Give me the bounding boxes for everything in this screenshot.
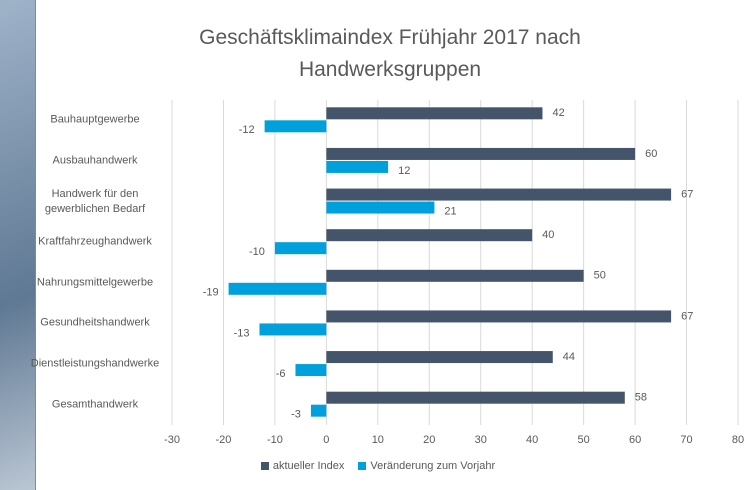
bar xyxy=(275,242,326,254)
category-label: Nahrungsmittelgewerbe xyxy=(37,275,153,290)
legend-label: aktueller Index xyxy=(273,460,345,472)
value-label: 67 xyxy=(681,310,693,322)
legend-swatch xyxy=(261,462,269,470)
category-label: Handwerk für den gewerblichen Bedarf xyxy=(45,187,145,217)
x-tick-label: 10 xyxy=(372,434,384,446)
legend-item: aktueller Index xyxy=(261,460,345,472)
bar xyxy=(311,405,326,417)
x-tick-label: 20 xyxy=(423,434,435,446)
x-tick-label: -30 xyxy=(164,434,180,446)
x-tick-label: 60 xyxy=(629,434,641,446)
value-label: 40 xyxy=(542,229,554,241)
bar xyxy=(326,310,671,322)
value-label: -12 xyxy=(239,124,255,136)
value-label: 44 xyxy=(563,351,575,363)
legend-swatch xyxy=(358,462,366,470)
value-label: -3 xyxy=(291,409,301,421)
category-label: Kraftfahrzeughandwerk xyxy=(38,235,152,250)
category-label: Gesundheitshandwerk xyxy=(40,316,149,331)
bar xyxy=(326,229,532,241)
x-tick-label: 70 xyxy=(680,434,692,446)
value-label: 21 xyxy=(444,205,456,217)
bar xyxy=(326,392,624,404)
bar xyxy=(229,283,327,295)
value-label: 60 xyxy=(645,148,657,160)
value-label: 42 xyxy=(552,107,564,119)
bar xyxy=(326,161,388,173)
x-tick-label: 40 xyxy=(526,434,538,446)
value-label: -10 xyxy=(249,246,265,258)
category-label: Gesamthandwerk xyxy=(52,397,138,412)
screen: -30 -20 -10 0 10 20 30 40 50 60 70 80 42 -12 60 12 67 21 4… xyxy=(0,0,756,490)
bar xyxy=(295,364,326,376)
legend: aktueller Index Veränderung zum Vorjahr xyxy=(0,460,756,472)
x-tick-label: -20 xyxy=(216,434,232,446)
value-label: -13 xyxy=(234,327,250,339)
category-label: Dienstleistungshandwerke xyxy=(31,357,159,372)
bar xyxy=(326,189,671,201)
bar xyxy=(326,270,583,282)
x-tick-label: 30 xyxy=(475,434,487,446)
category-label: Ausbauhandwerk xyxy=(52,153,137,168)
x-tick-label: 50 xyxy=(578,434,590,446)
bar xyxy=(326,107,542,119)
bar xyxy=(326,202,434,214)
x-tick-label: 0 xyxy=(323,434,329,446)
bar xyxy=(259,323,326,335)
legend-label: Veränderung zum Vorjahr xyxy=(370,460,495,472)
bar xyxy=(326,351,552,363)
chart-title: Geschäftsklimaindex Frühjahr 2017 nach H… xyxy=(160,22,620,86)
value-label: 50 xyxy=(594,270,606,282)
bar xyxy=(326,148,635,160)
x-tick-label: -10 xyxy=(267,434,283,446)
value-label: 12 xyxy=(398,165,410,177)
value-label: -19 xyxy=(203,287,219,299)
x-tick-label: 80 xyxy=(732,434,744,446)
value-label: 67 xyxy=(681,188,693,200)
legend-item: Veränderung zum Vorjahr xyxy=(358,460,495,472)
bar xyxy=(265,120,327,132)
value-label: 58 xyxy=(635,392,647,404)
category-label: Bauhauptgewerbe xyxy=(50,113,139,128)
value-label: -6 xyxy=(276,368,286,380)
